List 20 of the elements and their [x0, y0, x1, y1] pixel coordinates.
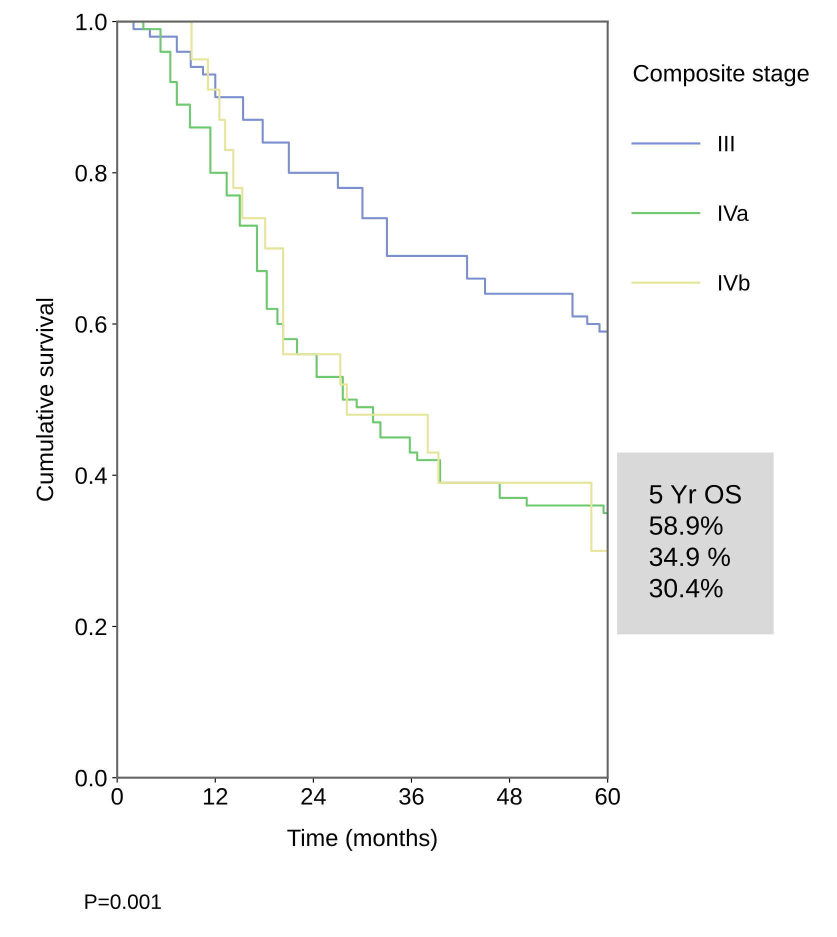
- legend-title: Composite stage: [634, 64, 809, 86]
- y-tick-label: 0.2: [76, 618, 106, 636]
- x-axis-title: Time (months): [287, 828, 437, 851]
- legend-label: IVa: [719, 206, 749, 222]
- y-axis-title: Cumulative survival: [36, 298, 54, 501]
- text: P=0.001: [85, 894, 161, 910]
- x-tick-label: 24: [301, 788, 326, 805]
- x-tick-label: 48: [496, 788, 522, 805]
- y-tick-label: 0.6: [76, 316, 106, 333]
- y-tick-label: 0.8: [76, 164, 106, 182]
- text: 5 Yr OS 58.9% 34.9 % 30.4%: [650, 484, 741, 598]
- legend-label: III: [719, 136, 734, 152]
- x-tick-label: 0: [112, 788, 123, 805]
- x-tick-label: 36: [399, 788, 424, 805]
- y-tick-label: 0.4: [76, 467, 107, 484]
- x-tick-label: 60: [596, 788, 620, 805]
- y-tick-label: 1.0: [76, 14, 107, 30]
- x-tick-label: 12: [204, 788, 228, 805]
- y-tick-label: 0.0: [76, 770, 107, 786]
- legend-label: IVb: [719, 274, 750, 291]
